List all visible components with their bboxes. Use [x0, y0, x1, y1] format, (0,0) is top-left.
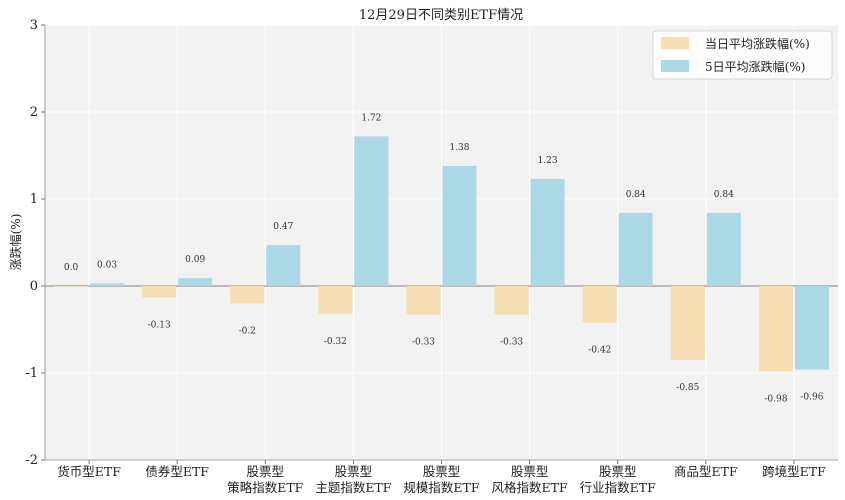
y-axis-label: 涨跌幅(%) — [8, 214, 23, 271]
y-tick-label: -2 — [25, 453, 38, 468]
bar-5day — [178, 278, 213, 286]
y-tick-label: 2 — [30, 105, 38, 120]
bar-5day — [90, 283, 125, 286]
legend-label-daily: 当日平均涨跌幅(%) — [705, 36, 810, 51]
legend-label-5day: 5日平均涨跌幅(%) — [705, 59, 805, 74]
bar-5day — [794, 286, 829, 370]
data-label: -0.32 — [324, 337, 347, 347]
x-tick-label: 规模指数ETF — [403, 480, 479, 495]
data-label: -0.42 — [588, 346, 611, 356]
bar-daily — [406, 286, 441, 315]
x-tick-label: 债券型ETF — [145, 464, 209, 479]
data-label: 1.23 — [538, 156, 558, 166]
bar-daily — [582, 286, 617, 323]
x-tick-label: 股票型 — [511, 464, 549, 479]
bar-daily — [758, 286, 793, 372]
data-label: -0.85 — [676, 383, 699, 393]
x-tick-label: 风格指数ETF — [492, 480, 568, 495]
data-label: -0.13 — [148, 320, 171, 330]
x-tick-label: 跨境型ETF — [762, 464, 826, 479]
data-label: 0.47 — [273, 222, 293, 232]
data-label: 1.38 — [449, 143, 469, 153]
y-tick-label: 1 — [30, 192, 38, 207]
x-tick-label: 货币型ETF — [57, 464, 121, 479]
data-label: -0.96 — [800, 393, 823, 403]
x-tick-label: 股票型 — [423, 464, 461, 479]
x-tick-label: 股票型 — [247, 464, 285, 479]
x-tick-label: 商品型ETF — [674, 464, 738, 479]
data-labels-group: 0.0 0.03 -0.13 0.09 -0.2 0.47 -0.32 1.72 -0.33 1.… — [64, 113, 824, 404]
legend-swatch-daily — [661, 37, 689, 49]
data-label: 0.03 — [97, 260, 117, 270]
chart-title: 12月29日不同类别ETF情况 — [359, 8, 523, 23]
y-tick-label: -1 — [25, 366, 38, 381]
bar-5day — [706, 212, 741, 286]
data-label: 1.72 — [361, 113, 381, 123]
y-tick-label: 3 — [30, 18, 38, 33]
x-tick-label: 股票型 — [599, 464, 637, 479]
bar-5day — [530, 178, 565, 286]
x-tick-label: 股票型 — [335, 464, 373, 479]
bar-5day — [354, 136, 389, 286]
legend-swatch-5day — [661, 60, 689, 72]
data-label: -0.33 — [412, 338, 435, 348]
x-tick-label: 行业指数ETF — [580, 480, 656, 495]
x-tick-label: 策略指数ETF — [227, 480, 303, 495]
data-label: -0.2 — [239, 326, 256, 336]
data-label: 0.84 — [626, 190, 646, 200]
x-tick-label: 主题指数ETF — [315, 480, 391, 495]
bar-daily — [230, 286, 265, 304]
bar-daily — [142, 286, 177, 298]
legend: 当日平均涨跌幅(%) 5日平均涨跌幅(%) — [652, 30, 833, 80]
bar-daily — [318, 286, 353, 314]
data-label: 0.0 — [64, 263, 79, 273]
data-label: 0.84 — [714, 190, 734, 200]
x-ticks-group: 货币型ETF 债券型ETF 股票型策略指数ETF股票型主题指数ETF股票型规模指数E… — [57, 460, 826, 495]
bar-daily — [670, 286, 705, 360]
y-ticks-group: -2 -1 0 1 2 3 — [25, 18, 45, 468]
bar-5day — [442, 165, 477, 286]
y-tick-label: 0 — [30, 279, 38, 294]
data-label: 0.09 — [185, 255, 205, 265]
data-label: -0.33 — [500, 338, 523, 348]
bar-5day — [266, 245, 301, 286]
legend-box — [652, 30, 833, 80]
bar-daily — [494, 286, 529, 315]
bars-group — [54, 136, 829, 372]
bar-5day — [618, 212, 653, 286]
data-label: -0.98 — [764, 394, 787, 404]
